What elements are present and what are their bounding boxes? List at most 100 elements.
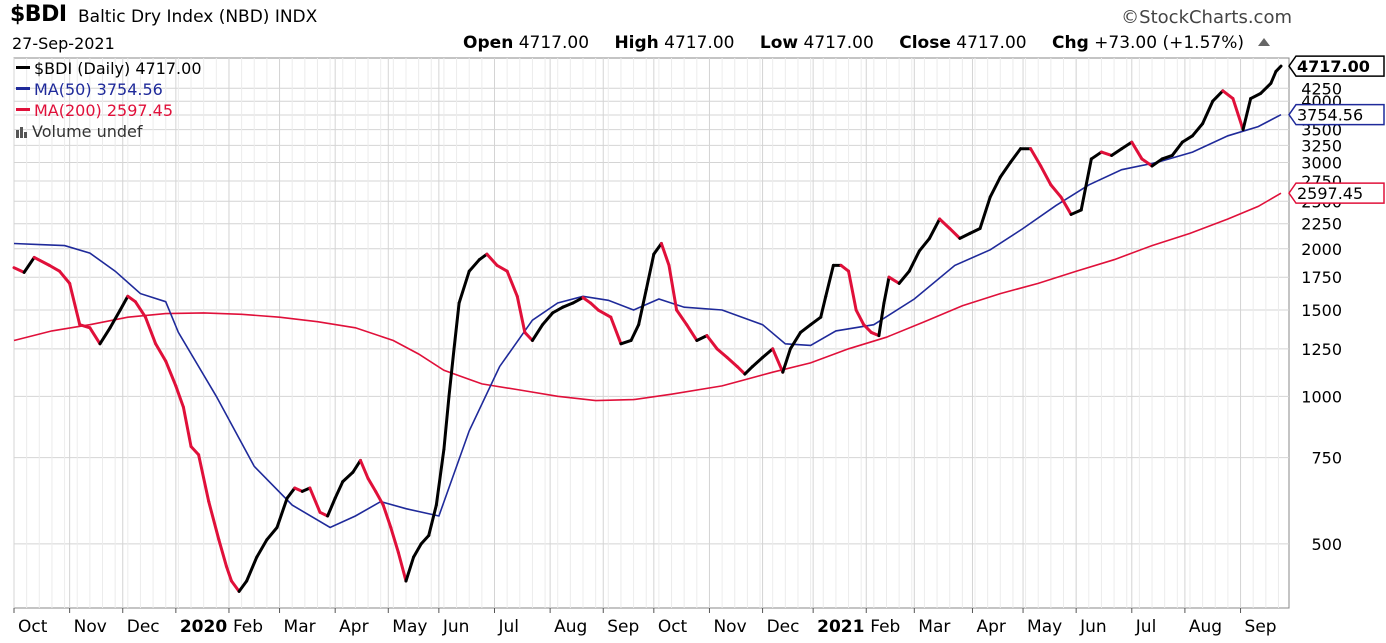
ma200-last-tag: 2597.45 — [1288, 182, 1385, 204]
price-segment — [22, 255, 36, 274]
y-tick-label: 2250 — [1301, 215, 1342, 234]
price-segment — [47, 263, 62, 273]
price-segment — [98, 326, 112, 346]
price-segment — [561, 301, 575, 309]
price-segment — [1170, 140, 1184, 157]
price-segment — [652, 242, 663, 256]
chg-label: Chg — [1052, 33, 1089, 53]
price-segment — [788, 330, 803, 351]
y-tick-label: 1500 — [1301, 301, 1342, 320]
price-segment — [12, 266, 26, 274]
price-segment — [1120, 140, 1134, 151]
price-segment — [695, 334, 709, 342]
chart-header: $BDI Baltic Dry Index (NBD) INDX ©StockC… — [0, 0, 1386, 58]
y-tick-label: 1250 — [1301, 340, 1342, 359]
x-tick-label: Nov — [713, 617, 746, 637]
open-value: 4717.00 — [518, 33, 590, 53]
price-segment — [88, 326, 102, 346]
price-segment — [1211, 89, 1225, 103]
x-tick-label: Sep — [607, 617, 639, 637]
price-segment — [1150, 157, 1164, 168]
price-segment — [1274, 64, 1283, 73]
price-segment — [389, 526, 400, 555]
ma50-line — [13, 113, 1282, 529]
price-segment — [596, 308, 613, 319]
price-segment — [1190, 122, 1205, 138]
price-segment — [108, 308, 122, 330]
high-value: 4717.00 — [664, 33, 735, 53]
price-segment — [154, 342, 168, 363]
price-segment — [530, 323, 545, 342]
price-segment — [809, 315, 823, 327]
triangle-up-icon — [1258, 38, 1270, 46]
price-segment — [978, 195, 992, 230]
x-tick-label: Jun — [442, 617, 470, 637]
x-tick-label: Oct — [658, 617, 688, 637]
price-segment — [685, 323, 699, 342]
open-label: Open — [463, 33, 514, 53]
price-segment — [1039, 164, 1053, 187]
price-segment — [887, 275, 901, 285]
legend-ma200: MA(200) 2597.45 — [16, 100, 202, 121]
price-segment — [144, 315, 158, 346]
price-segment — [237, 579, 249, 593]
ma200-line — [13, 192, 1282, 402]
price-segment — [412, 542, 423, 559]
price-segment — [245, 555, 259, 583]
price-segment — [381, 503, 393, 530]
price-segment — [725, 356, 739, 369]
price-segment — [326, 496, 337, 518]
x-tick-label: Mar — [284, 617, 316, 637]
price-segment — [133, 300, 148, 319]
price-segment — [705, 334, 719, 351]
price-segment — [675, 308, 689, 327]
price-segment — [366, 476, 378, 493]
price-segment — [862, 323, 873, 334]
x-tick-label: Apr — [976, 617, 1005, 637]
y-tick-label: 4250 — [1301, 79, 1342, 98]
price-segment — [358, 458, 370, 480]
price-segment — [396, 551, 408, 583]
close-value: 4717.00 — [956, 33, 1027, 53]
price-segment — [998, 160, 1012, 179]
x-tick-label: Jul — [497, 617, 519, 637]
x-tick-label: Mar — [918, 617, 950, 637]
price-segment — [1180, 134, 1194, 144]
price-segment — [217, 538, 228, 568]
price-segment — [839, 263, 851, 273]
price-segment — [505, 269, 519, 298]
price-segment — [126, 294, 137, 304]
price-segment — [255, 538, 269, 559]
price-segment — [495, 263, 509, 273]
price-segment — [351, 458, 362, 474]
price-segment — [224, 564, 233, 583]
price-segment — [265, 526, 279, 542]
price-segment — [404, 555, 416, 583]
chart-legend: $BDI (Daily) 4717.00 MA(50) 3754.56 MA(2… — [16, 58, 202, 142]
plot-frame — [13, 57, 1290, 609]
price-segment — [467, 258, 481, 273]
x-tick-label: Feb — [870, 617, 900, 637]
price-segment — [988, 175, 1002, 199]
volume-bars-icon — [16, 127, 27, 138]
price-segment — [824, 263, 835, 298]
price-segment — [629, 323, 641, 342]
x-tick-label: Sep — [1245, 617, 1277, 637]
price-segment — [1110, 147, 1124, 157]
price-segment — [927, 217, 942, 240]
price-segment — [341, 470, 355, 484]
legend-ma50: MA(50) 3754.56 — [16, 79, 202, 100]
price-segment — [275, 496, 289, 530]
price-segment — [1059, 195, 1073, 216]
price-segment — [1221, 89, 1235, 101]
price-segment — [609, 315, 623, 346]
price-segment — [819, 294, 828, 319]
price-segment — [619, 338, 633, 346]
price-segment — [427, 503, 438, 538]
x-tick-label: Jun — [1079, 617, 1107, 637]
price-segment — [447, 347, 456, 398]
price-segment — [948, 226, 962, 240]
price-segment — [442, 394, 451, 451]
price-segment — [571, 296, 585, 305]
price-segment — [735, 365, 747, 376]
